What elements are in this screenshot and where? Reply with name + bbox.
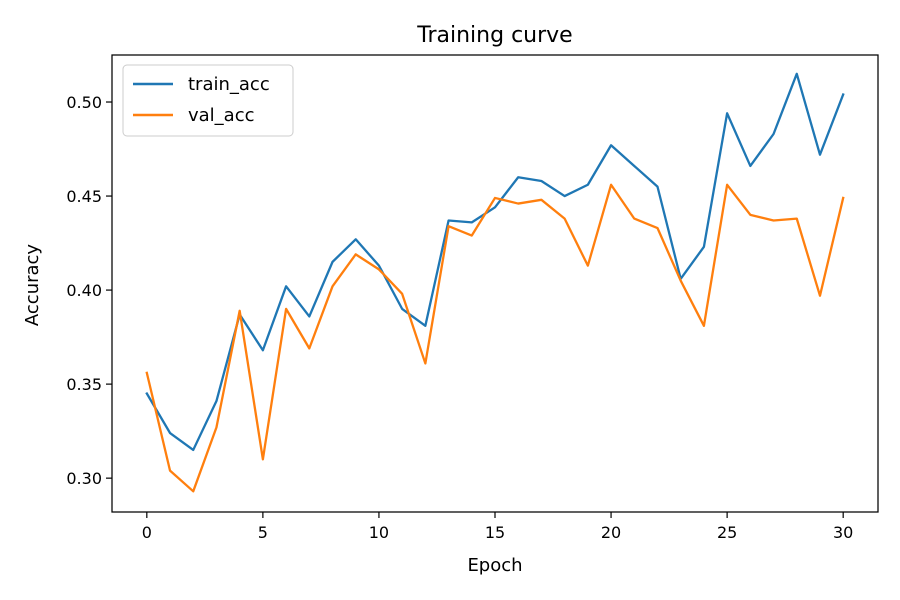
series-line-val-acc: [145, 183, 845, 493]
x-axis-label: Epoch: [467, 555, 522, 576]
x-tick-label: 5: [258, 523, 268, 542]
y-tick-label: 0.40: [66, 281, 102, 300]
x-axis-ticks: 0 5 10 15 20 25 30: [142, 512, 853, 542]
series-lines: [145, 72, 845, 493]
legend: train_acc val_acc: [122, 64, 294, 137]
y-tick-label: 0.50: [66, 93, 102, 112]
x-tick-label: 0: [142, 523, 152, 542]
y-axis-label: Accuracy: [22, 244, 43, 327]
legend-label-train-acc: train_acc: [188, 74, 270, 95]
series-line-train-acc: [145, 72, 845, 452]
x-tick-label: 30: [833, 523, 853, 542]
x-tick-label: 15: [485, 523, 505, 542]
chart-title: Training curve: [416, 23, 572, 48]
y-tick-label: 0.45: [66, 187, 102, 206]
x-tick-label: 10: [369, 523, 389, 542]
legend-label-val-acc: val_acc: [188, 105, 255, 126]
y-axis-ticks: 0.30 0.35 0.40 0.45 0.50: [66, 93, 112, 488]
x-tick-label: 20: [601, 523, 621, 542]
y-tick-label: 0.30: [66, 469, 102, 488]
y-tick-label: 0.35: [66, 375, 102, 394]
plot-area: 0 5 10 15 20 25 30 0.30 0.35 0.40 0.45 0.50: [66, 54, 879, 542]
x-tick-label: 25: [717, 523, 737, 542]
